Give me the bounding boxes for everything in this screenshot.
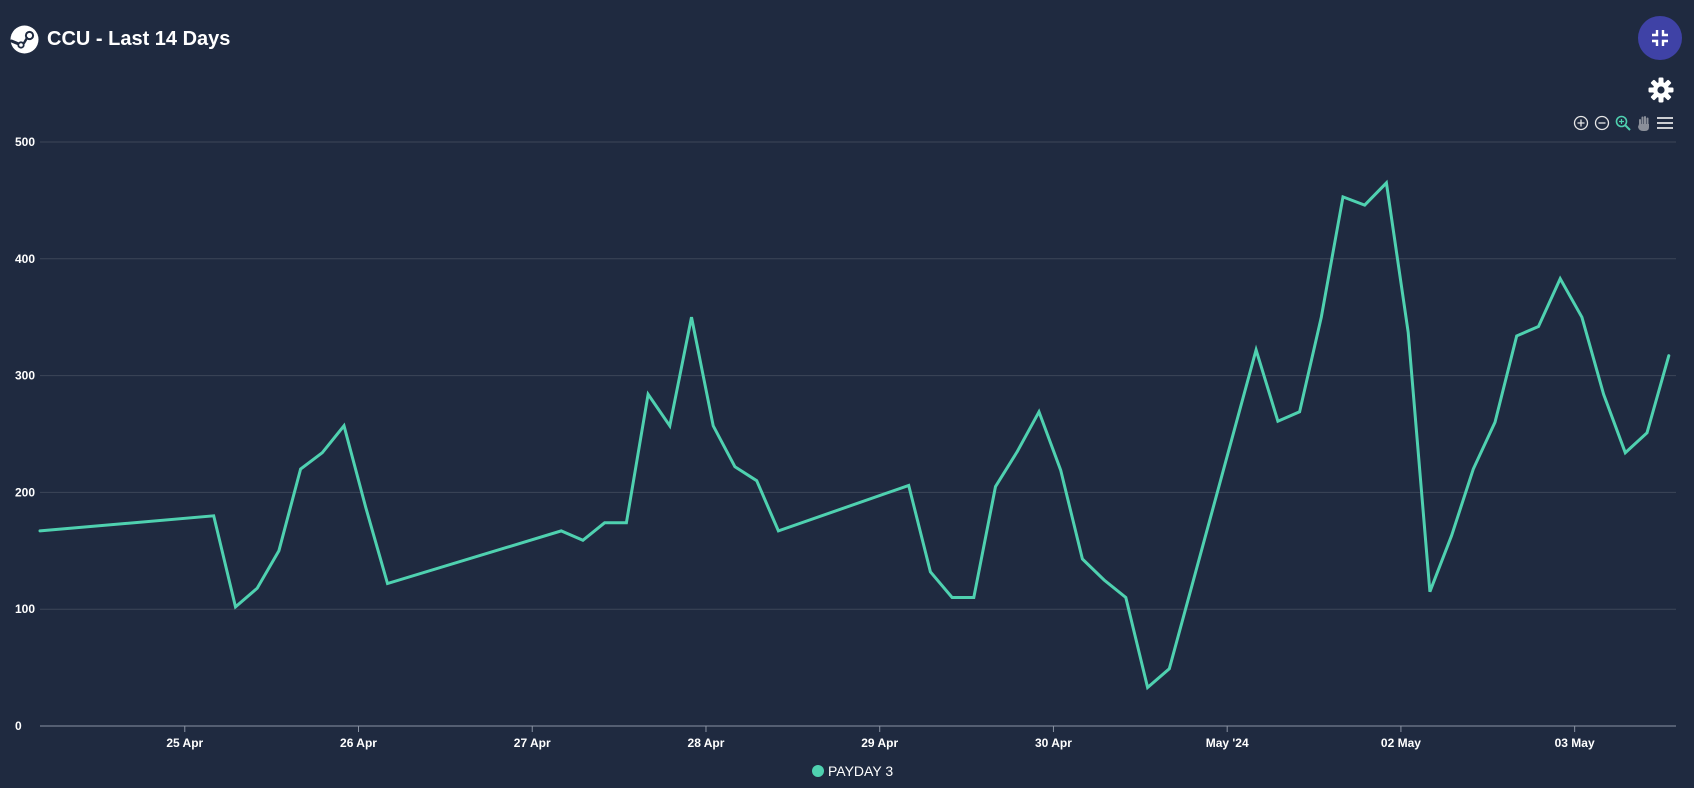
y-tick-label: 500 (15, 135, 35, 149)
y-tick-label: 100 (15, 602, 35, 616)
exit-fullscreen-button[interactable] (1638, 16, 1682, 60)
legend-label[interactable]: PAYDAY 3 (828, 763, 893, 779)
gear-icon[interactable] (1648, 77, 1674, 103)
x-tick-label: 29 Apr (861, 736, 898, 750)
y-tick-label: 300 (15, 369, 35, 383)
y-tick-label: 0 (15, 719, 22, 733)
x-tick-label: 27 Apr (514, 736, 551, 750)
series-line[interactable] (38, 179, 1671, 691)
steam-logo-icon (10, 25, 39, 53)
x-tick-label: 02 May (1381, 736, 1421, 750)
chart-toolbar (1572, 114, 1674, 132)
x-tick-label: May '24 (1206, 736, 1249, 750)
x-tick-label: 26 Apr (340, 736, 377, 750)
x-tick-label: 03 May (1555, 736, 1595, 750)
y-tick-label: 200 (15, 485, 35, 499)
collapse-icon (1652, 30, 1668, 46)
zoom-out-icon[interactable] (1593, 114, 1611, 132)
y-tick-label: 400 (15, 252, 35, 266)
legend-marker[interactable] (812, 765, 824, 777)
x-tick-label: 28 Apr (688, 736, 725, 750)
x-tick-label: 30 Apr (1035, 736, 1072, 750)
x-tick-label: 25 Apr (166, 736, 203, 750)
zoom-select-icon[interactable] (1614, 114, 1632, 132)
menu-icon[interactable] (1656, 114, 1674, 132)
chart-header: CCU - Last 14 Days (10, 22, 230, 56)
chart-title: CCU - Last 14 Days (47, 27, 231, 50)
zoom-in-icon[interactable] (1572, 114, 1590, 132)
pan-icon[interactable] (1635, 114, 1653, 132)
